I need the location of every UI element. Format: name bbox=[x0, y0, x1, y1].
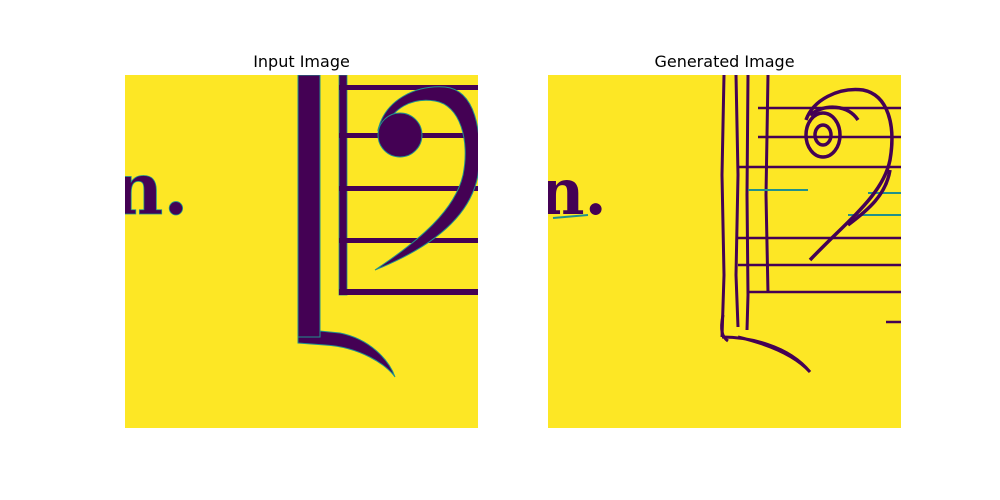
generated-image-title: Generated Image bbox=[654, 52, 795, 71]
generated-text-artifact bbox=[552, 214, 589, 219]
input-staff-line-5 bbox=[339, 289, 478, 295]
input-text-fragment: n. bbox=[125, 146, 188, 231]
generated-bass-clef bbox=[804, 87, 894, 262]
input-staff-line-1 bbox=[339, 85, 478, 90]
input-staff-line-3 bbox=[339, 186, 478, 191]
generated-text-fragment: n. bbox=[548, 155, 607, 230]
input-bass-clef bbox=[374, 86, 478, 271]
generated-image: n. bbox=[548, 75, 901, 428]
input-image: n. bbox=[125, 75, 478, 428]
input-image-panel: n. bbox=[125, 75, 478, 428]
input-bracket-hook bbox=[297, 330, 396, 378]
input-bracket-bar bbox=[297, 75, 321, 344]
generated-image-panel: n. bbox=[548, 75, 901, 428]
input-staff-line-4 bbox=[339, 238, 478, 243]
input-staff-barline bbox=[338, 75, 348, 296]
input-image-title: Input Image bbox=[253, 52, 350, 71]
generated-bracket-outline bbox=[720, 75, 812, 374]
